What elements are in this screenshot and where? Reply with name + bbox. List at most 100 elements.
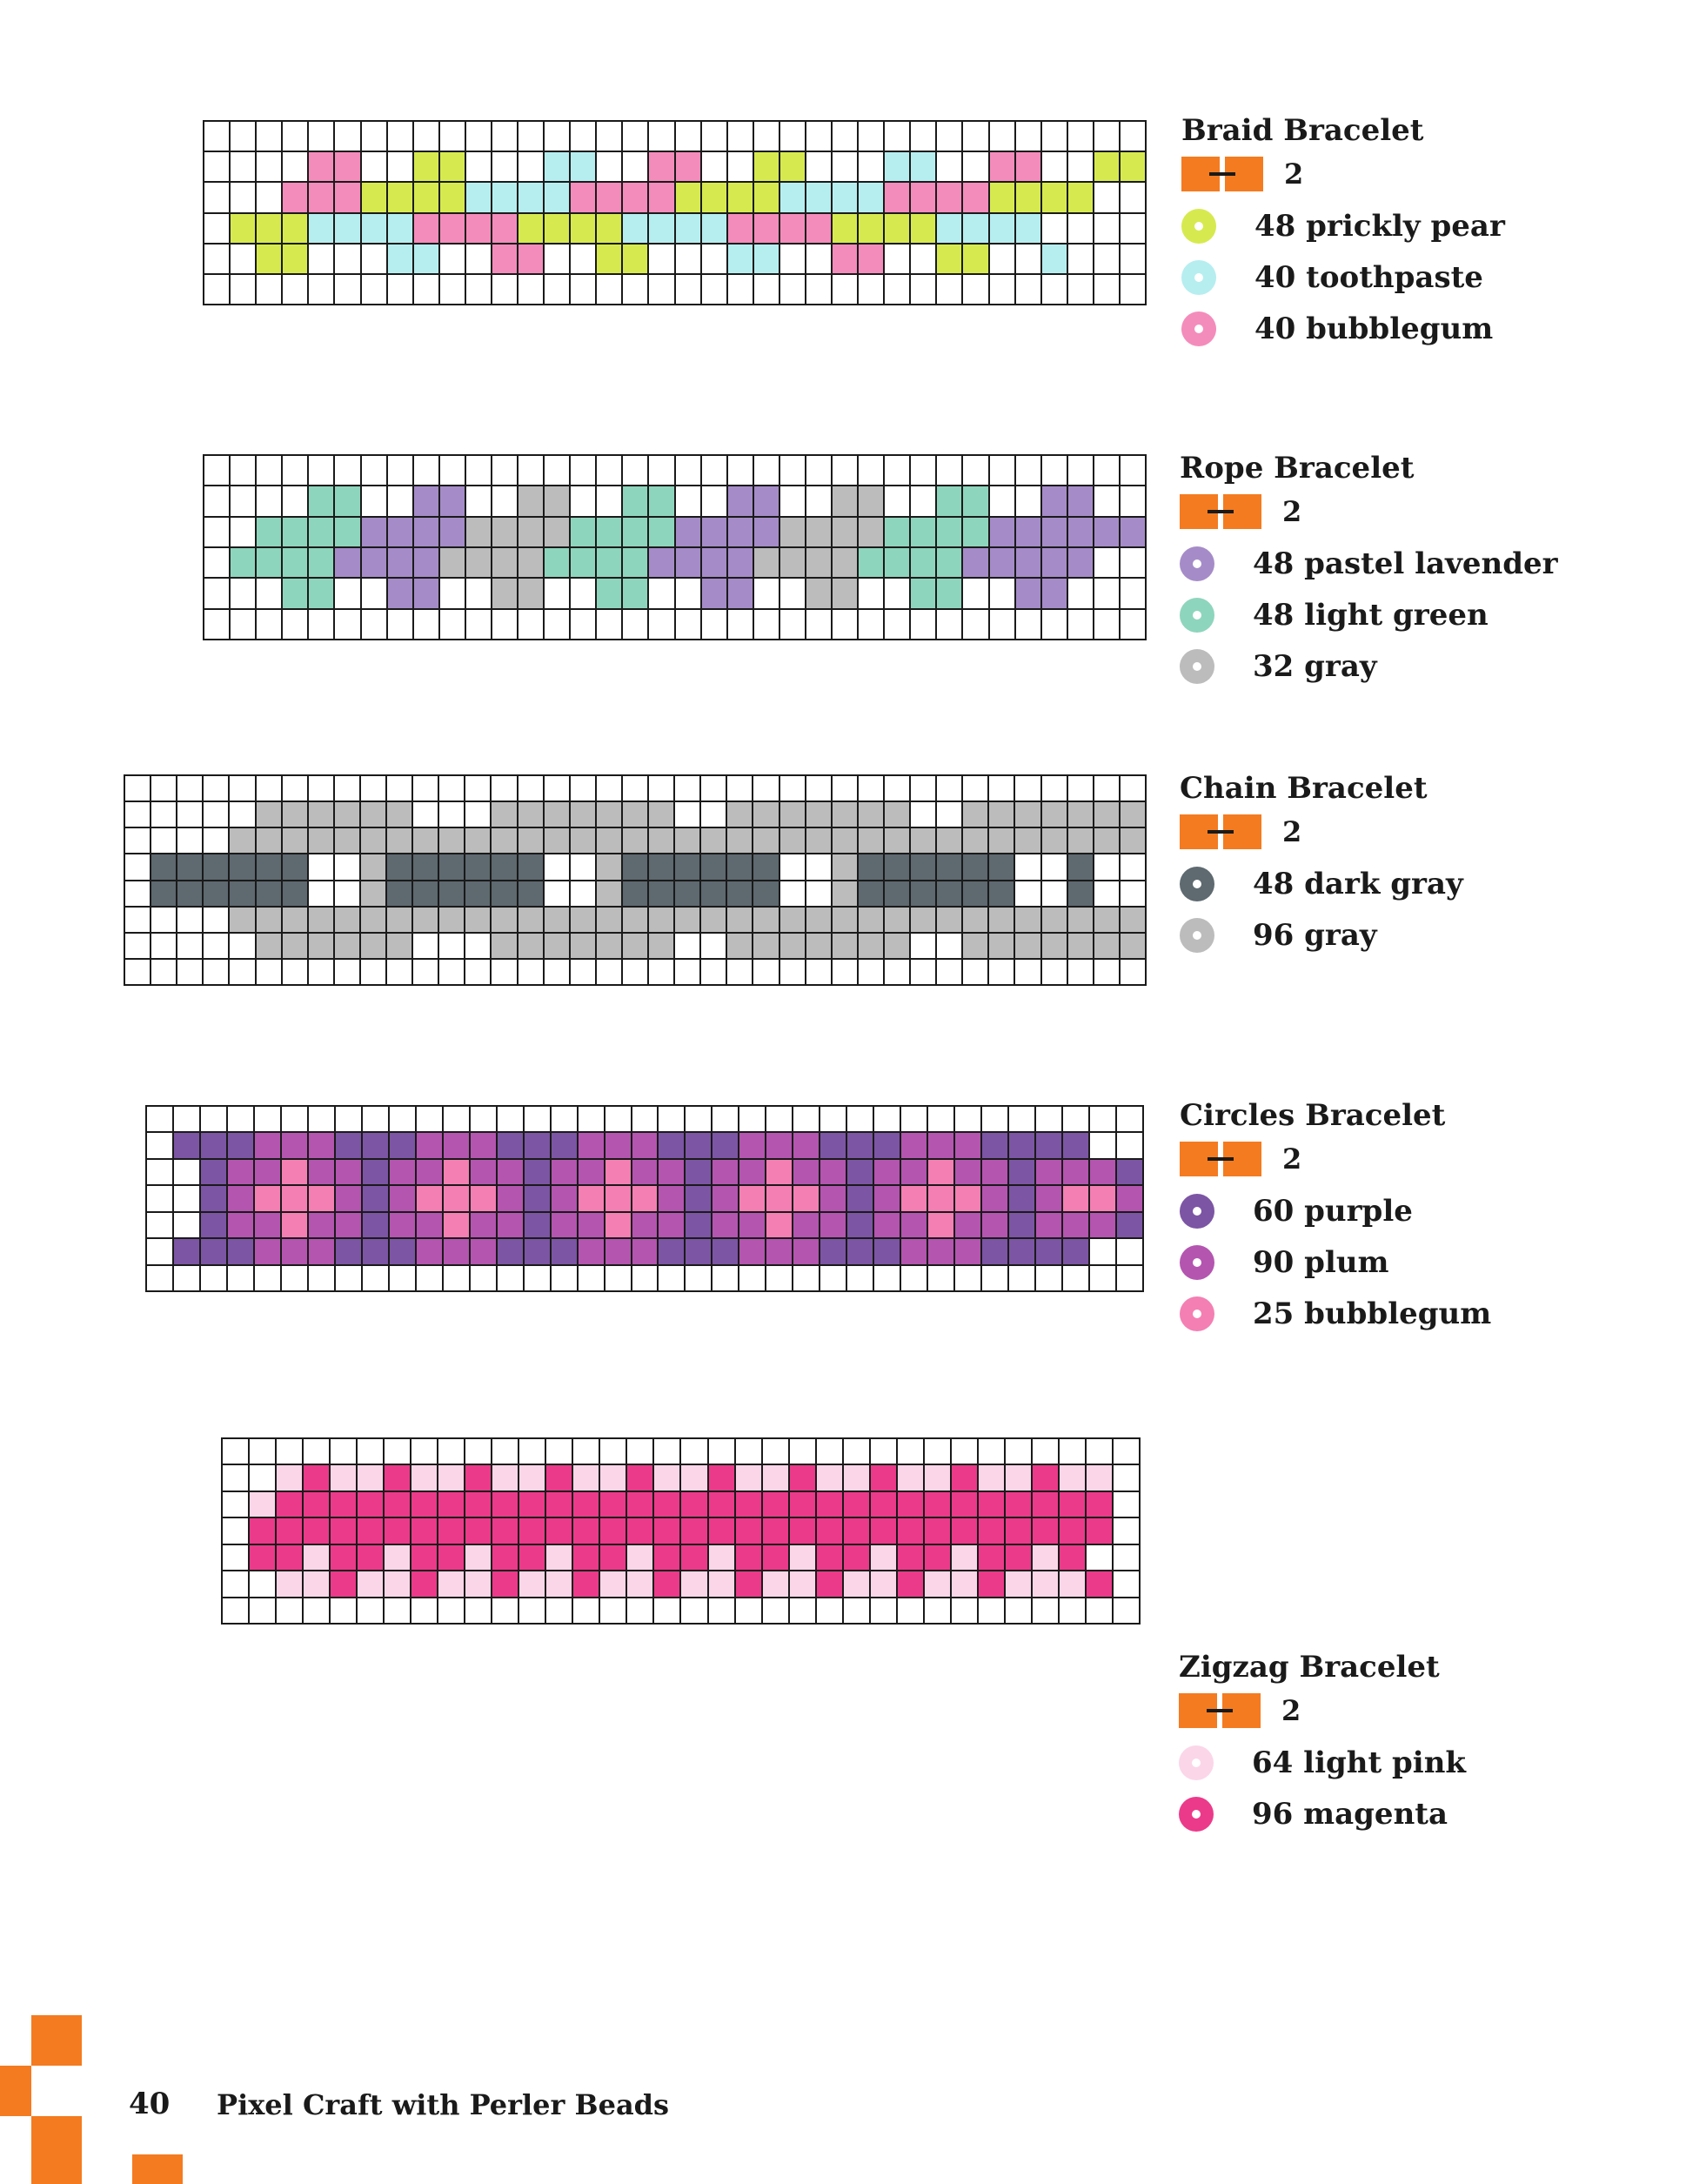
bead-cell — [762, 1465, 788, 1491]
bead-cell — [465, 579, 491, 608]
bead-cell — [622, 933, 648, 958]
bead-cell — [389, 1186, 415, 1211]
bead-cell — [571, 456, 596, 486]
bead-cell — [727, 579, 753, 608]
bead-cell — [596, 776, 621, 801]
bead-cell — [632, 1159, 658, 1185]
bead-cell — [649, 828, 674, 854]
bead-cell — [231, 244, 256, 273]
bead-cell — [250, 1571, 276, 1597]
bracelet-title: Zigzag Bracelet — [1179, 1650, 1440, 1685]
bead-cell — [230, 776, 255, 801]
bead-cell — [1117, 1212, 1142, 1238]
bead-cell — [937, 854, 962, 880]
bead-cell — [1120, 274, 1145, 304]
bead-cell — [833, 486, 858, 516]
bead-cell — [847, 1239, 873, 1264]
bead-cell — [843, 1598, 869, 1623]
bead-cell — [413, 547, 438, 578]
bead-cell — [675, 456, 700, 486]
bead-cell — [901, 1212, 927, 1238]
bead-cell — [387, 609, 412, 639]
bead-cell — [282, 802, 307, 827]
bead-cell — [545, 579, 570, 608]
bead-cell — [439, 517, 465, 546]
bead-cell — [762, 1518, 788, 1544]
bead-cell — [1015, 213, 1040, 243]
bead-cell — [387, 244, 412, 273]
bead-cell — [492, 547, 517, 578]
bead-cell — [739, 1133, 766, 1158]
bead-cell — [281, 1212, 307, 1238]
bead-cell — [573, 1598, 599, 1623]
bead-cell — [1120, 213, 1145, 243]
bead-cell — [727, 854, 753, 880]
bead-cell — [1063, 1186, 1089, 1211]
bead-cell — [470, 1133, 496, 1158]
bead-cell — [492, 517, 517, 546]
bead-cell — [227, 1159, 253, 1185]
bead-cell — [1059, 1544, 1085, 1571]
bead-cell — [833, 213, 858, 243]
bead-cell — [1120, 244, 1145, 273]
bead-cell — [1005, 1544, 1031, 1571]
bead-cell — [443, 1107, 469, 1132]
bead-cell — [632, 1239, 658, 1264]
bead-cell — [1009, 1107, 1035, 1132]
bead-cell — [681, 1439, 707, 1464]
bead-cell — [227, 1212, 253, 1238]
bead-cell — [416, 1133, 442, 1158]
bead-cell — [492, 802, 517, 827]
bead-cell — [701, 881, 726, 906]
bead-cell — [358, 1465, 384, 1491]
bead-cell — [362, 1212, 388, 1238]
bead-cell — [1015, 456, 1040, 486]
bead-cell — [597, 183, 622, 212]
bead-cell — [884, 854, 910, 880]
bead-cell — [806, 213, 831, 243]
bead-cell — [361, 152, 386, 182]
bead-cell — [989, 152, 1014, 182]
bead-cell — [1015, 486, 1040, 516]
bead-cell — [870, 1465, 896, 1491]
bead-cell — [701, 517, 726, 546]
bead-cell — [911, 854, 936, 880]
bead-cell — [335, 547, 360, 578]
bead-cell — [847, 1265, 873, 1290]
bead-cell — [978, 1571, 1004, 1597]
bead-cell — [963, 517, 988, 546]
bead-cell — [361, 486, 386, 516]
bead-cell — [443, 1212, 469, 1238]
bead-cell — [727, 122, 753, 151]
bead-cell — [551, 1265, 577, 1290]
bead-label: 48 pastel lavender — [1253, 546, 1558, 581]
circles-bracelet-pattern — [145, 1105, 1144, 1292]
bead-cell — [254, 1212, 280, 1238]
bead-cell — [571, 152, 596, 182]
bead-cell — [1015, 517, 1040, 546]
bead-cell — [308, 933, 333, 958]
bead-cell — [545, 122, 570, 151]
bead-cell — [843, 1491, 869, 1517]
bead-cell — [897, 1491, 923, 1517]
bead-cell — [231, 547, 256, 578]
bead-cell — [227, 1186, 253, 1211]
bead-cell — [518, 854, 543, 880]
bead-cell — [937, 183, 962, 212]
bead-cell — [989, 456, 1014, 486]
bead-cell — [334, 933, 359, 958]
bead-cell — [230, 854, 255, 880]
bead-cell — [727, 933, 753, 958]
bead-cell — [204, 776, 229, 801]
bead-cell — [713, 1133, 739, 1158]
bead-cell — [524, 1212, 550, 1238]
bead-cell — [283, 456, 308, 486]
bead-cell — [544, 854, 569, 880]
bead-cell — [151, 776, 177, 801]
bead-cell — [963, 122, 988, 151]
bead-cell — [439, 274, 465, 304]
bead-cell — [659, 1159, 685, 1185]
bead-label: 32 gray — [1253, 648, 1377, 684]
bead-cell — [766, 1159, 793, 1185]
bead-cell — [963, 183, 988, 212]
